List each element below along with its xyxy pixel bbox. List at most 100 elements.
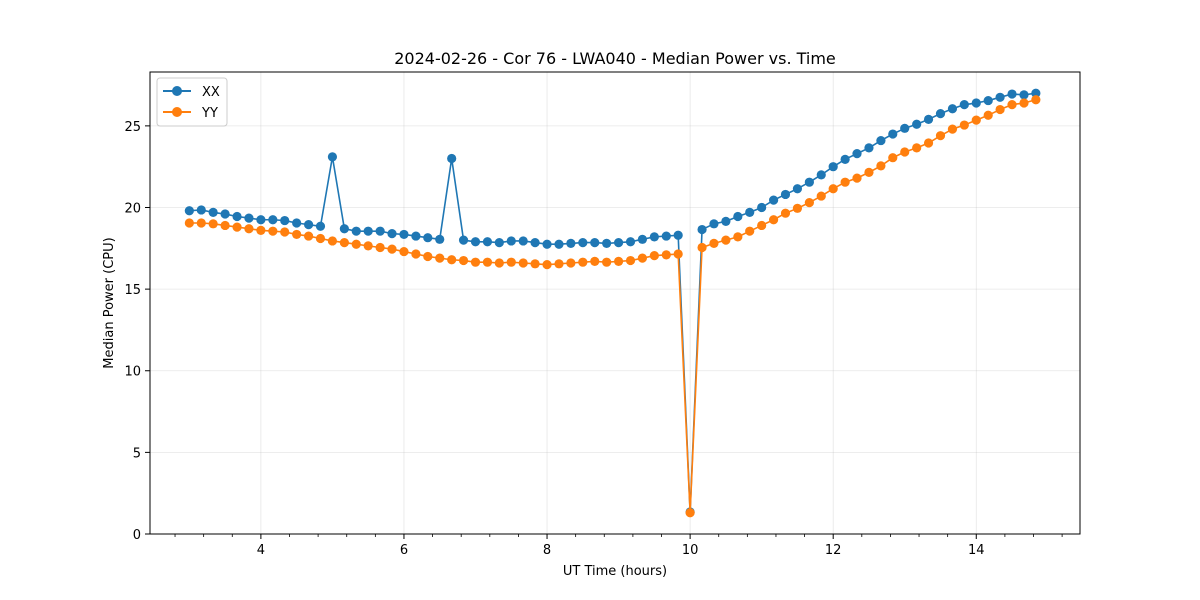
data-point-yy	[411, 249, 421, 259]
data-point-xx	[625, 237, 636, 247]
y-axis-label: Median Power (CPU)	[102, 237, 117, 368]
data-point-yy	[506, 257, 516, 267]
data-point-xx	[411, 231, 421, 241]
data-point-xx	[792, 184, 803, 194]
data-point-yy	[1031, 95, 1041, 105]
data-point-xx	[494, 238, 504, 248]
axes-frame	[149, 71, 1081, 535]
x-tick-label: 14	[968, 543, 985, 558]
data-point-xx	[458, 235, 469, 245]
data-point-xx	[888, 129, 898, 139]
data-point-yy	[828, 184, 838, 194]
y-tick-label: 10	[124, 365, 141, 380]
data-point-yy	[566, 258, 576, 268]
data-point-yy	[912, 143, 922, 153]
data-point-xx	[196, 205, 206, 215]
data-point-xx	[649, 232, 659, 242]
data-point-yy	[256, 225, 266, 235]
data-point-xx	[530, 238, 540, 248]
data-point-xx	[769, 195, 779, 205]
data-point-yy	[447, 255, 457, 265]
data-point-xx	[375, 226, 385, 236]
data-point-yy	[876, 161, 886, 171]
data-point-yy	[327, 236, 338, 246]
data-point-yy	[542, 260, 552, 270]
data-point-xx	[315, 221, 326, 231]
data-point-yy	[709, 238, 719, 249]
y-tick-label: 5	[133, 446, 141, 461]
data-point-yy	[1019, 98, 1029, 108]
data-point-yy	[625, 255, 636, 266]
data-point-yy	[268, 226, 278, 236]
data-point-xx	[482, 237, 493, 247]
legend-yy-label: YY	[201, 106, 218, 121]
data-point-yy	[792, 203, 803, 213]
data-point-yy	[590, 256, 600, 266]
data-point-xx	[983, 95, 993, 106]
data-point-yy	[399, 246, 409, 257]
data-point-yy	[613, 256, 624, 266]
data-point-xx	[435, 234, 445, 244]
data-point-yy	[304, 231, 314, 241]
data-point-yy	[1007, 100, 1017, 110]
data-point-xx	[745, 207, 755, 217]
data-point-xx	[470, 237, 481, 247]
data-point-yy	[971, 115, 981, 125]
legend-yy-marker	[172, 107, 182, 117]
data-point-yy	[637, 253, 648, 263]
series-yy	[184, 95, 1041, 518]
legend: XX YY	[156, 77, 228, 127]
data-point-xx	[673, 230, 683, 240]
data-point-xx	[292, 218, 302, 228]
data-point-yy	[363, 241, 373, 251]
data-point-yy	[852, 173, 862, 183]
data-point-yy	[769, 215, 779, 225]
data-point-xx	[804, 177, 814, 187]
data-point-xx	[280, 215, 290, 226]
data-point-xx	[506, 236, 516, 246]
data-point-xx	[542, 239, 552, 249]
data-point-xx	[923, 114, 934, 124]
data-point-xx	[912, 119, 922, 129]
data-point-xx	[244, 213, 254, 223]
data-point-yy	[757, 220, 767, 231]
data-point-yy	[530, 259, 540, 269]
data-point-yy	[840, 177, 850, 187]
data-point-yy	[196, 218, 206, 228]
data-point-xx	[220, 209, 230, 219]
y-tick-label: 0	[133, 528, 141, 543]
y-tick-label: 20	[124, 201, 141, 216]
data-point-yy	[780, 208, 791, 218]
data-point-xx	[351, 226, 361, 236]
y-tick-label: 25	[124, 120, 141, 135]
data-point-xx	[661, 231, 671, 241]
data-point-yy	[923, 138, 934, 148]
data-point-yy	[482, 257, 493, 267]
data-point-xx	[697, 224, 707, 235]
data-point-yy	[375, 242, 385, 253]
data-point-xx	[566, 238, 576, 249]
data-point-xx	[816, 170, 826, 180]
data-point-yy	[435, 253, 445, 263]
axis-ticks: 4 6 8 10 12 14 0 5 10 15 20 25	[124, 120, 1063, 558]
data-point-xx	[935, 109, 946, 119]
data-point-yy	[673, 249, 683, 259]
data-point-yy	[578, 257, 588, 267]
data-point-yy	[244, 224, 254, 234]
data-point-yy	[423, 251, 433, 262]
data-point-yy	[220, 220, 230, 231]
data-point-yy	[470, 257, 481, 267]
data-point-xx	[709, 219, 719, 229]
data-point-yy	[280, 227, 290, 237]
data-point-yy	[554, 259, 564, 269]
data-point-xx	[757, 202, 767, 213]
data-point-xx	[304, 220, 314, 230]
data-point-xx	[590, 238, 600, 248]
data-point-xx	[971, 98, 981, 108]
data-point-yy	[995, 104, 1005, 115]
x-tick-label: 6	[400, 543, 408, 558]
data-point-xx	[387, 229, 397, 239]
data-point-xx	[733, 211, 743, 222]
x-tick-label: 8	[543, 543, 551, 558]
data-point-yy	[494, 258, 504, 268]
